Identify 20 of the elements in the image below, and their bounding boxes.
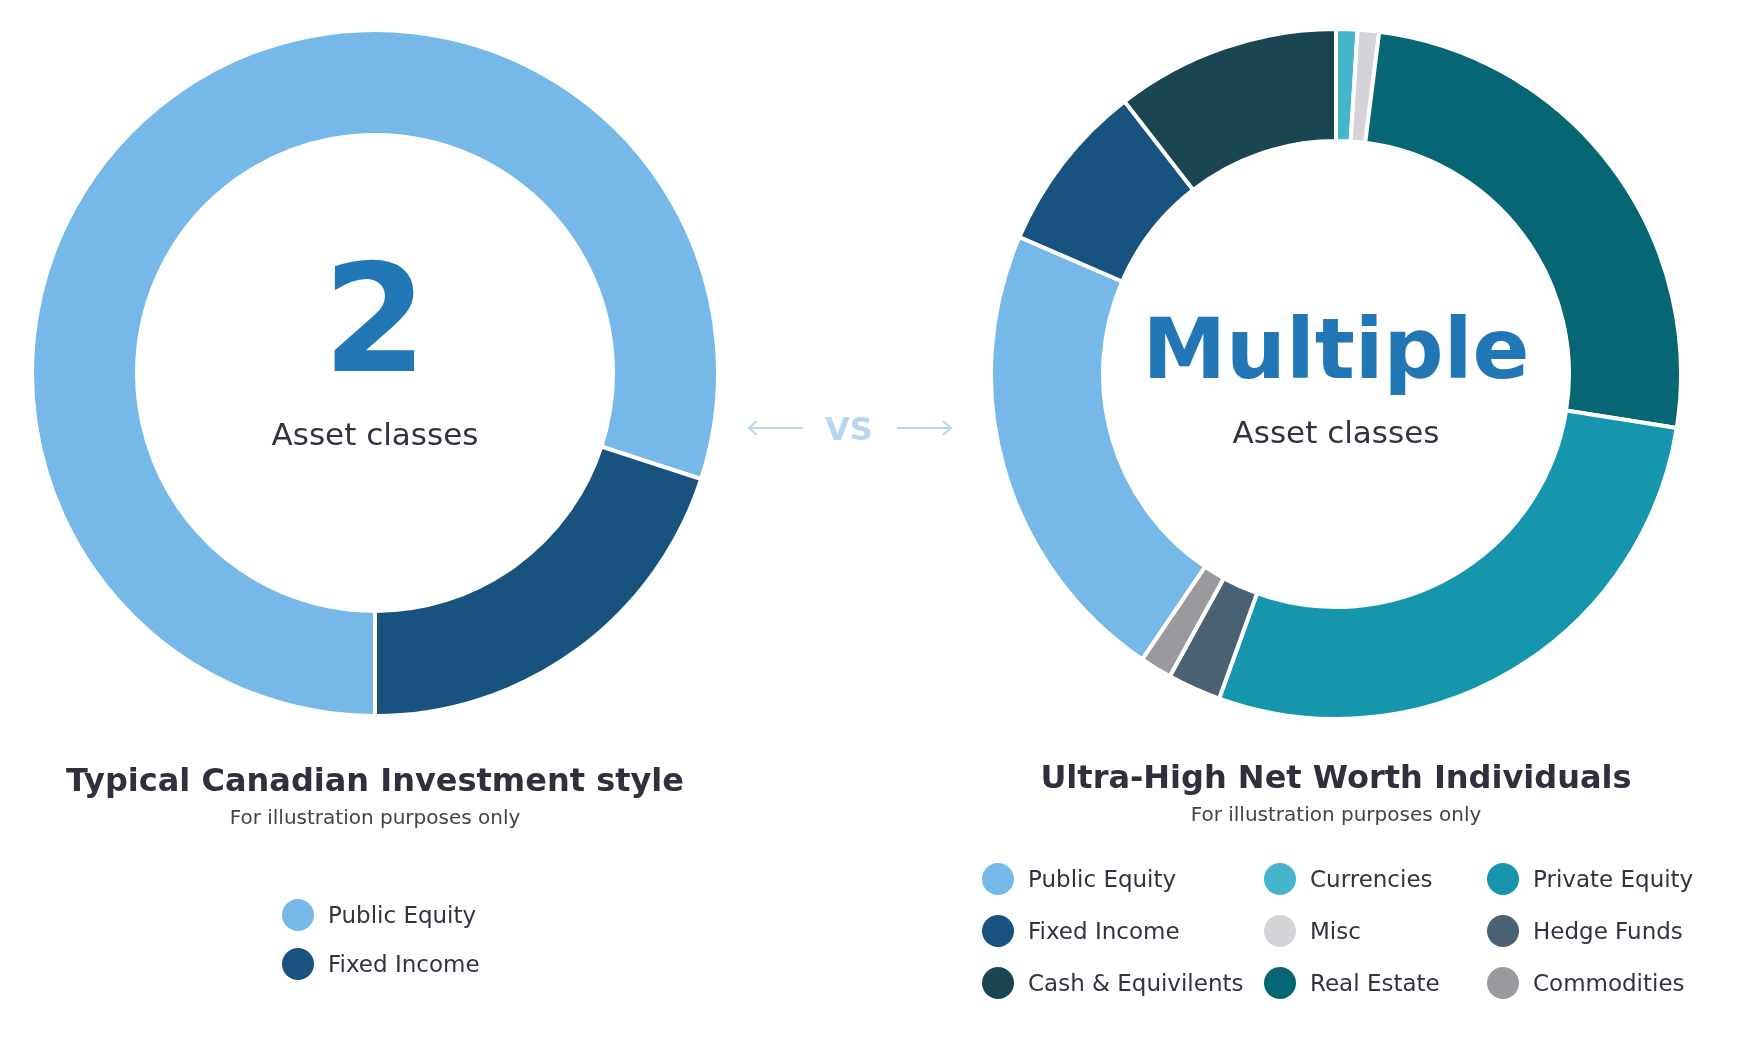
legend-label: Commodities bbox=[1533, 970, 1685, 996]
text: 2 bbox=[322, 232, 428, 406]
text: Asset classes bbox=[1232, 414, 1440, 450]
text: Asset classes bbox=[271, 416, 479, 452]
legend-label: Private Equity bbox=[1533, 866, 1694, 892]
legend-label: Public Equity bbox=[328, 902, 477, 928]
legend-label: Public Equity bbox=[1028, 866, 1177, 892]
legend-label: Misc bbox=[1310, 918, 1361, 944]
legend-label: Currencies bbox=[1310, 866, 1433, 892]
legend-label: Cash & Equivilents bbox=[1028, 970, 1244, 996]
text: Multiple bbox=[1142, 300, 1530, 398]
text: For illustration purposes only bbox=[1190, 802, 1482, 826]
text: Ultra-High Net Worth Individuals bbox=[1040, 758, 1632, 796]
legend-label: Hedge Funds bbox=[1533, 918, 1683, 944]
legend-label: Fixed Income bbox=[328, 951, 480, 977]
legend-label: Real Estate bbox=[1310, 970, 1440, 996]
text: For illustration purposes only bbox=[229, 805, 521, 829]
legend-label: Fixed Income bbox=[1028, 918, 1180, 944]
text: Typical Canadian Investment style bbox=[65, 761, 685, 799]
text: VS bbox=[825, 410, 873, 448]
